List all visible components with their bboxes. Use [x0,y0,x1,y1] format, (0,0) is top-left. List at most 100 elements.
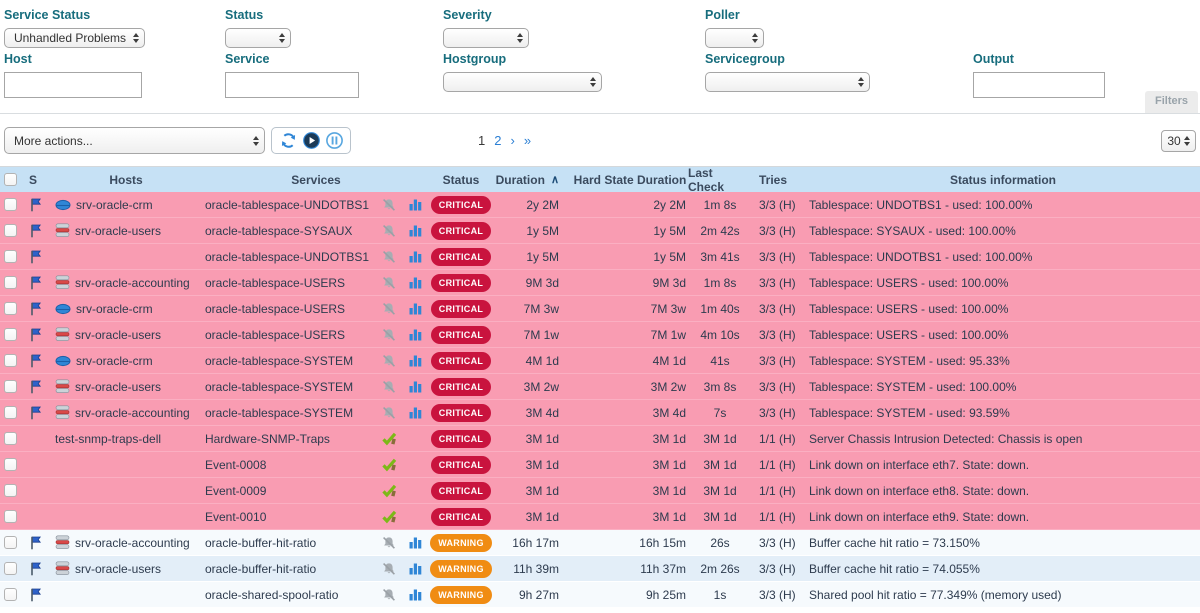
severity-select[interactable] [443,28,529,48]
bar-chart-icon[interactable] [409,250,422,263]
row-checkbox[interactable] [4,432,17,445]
host-name[interactable]: srv-oracle-accounting [75,405,190,420]
row-checkbox[interactable] [4,484,17,497]
header-last-check[interactable]: Last Check [688,165,725,194]
host-name[interactable]: srv-oracle-users [75,223,162,238]
service-name[interactable]: oracle-tablespace-USERS [205,301,346,316]
hard-state-duration-cell: 1y 5M [653,249,686,264]
row-checkbox[interactable] [4,302,17,315]
bell-muted-icon[interactable] [382,354,396,368]
header-services[interactable]: Services [291,172,341,187]
more-actions-select[interactable]: More actions... [4,127,265,154]
host-input[interactable] [4,72,142,98]
row-checkbox[interactable] [4,328,17,341]
page-last-link[interactable]: » [523,133,532,148]
service-name[interactable]: Event-0009 [205,483,267,498]
row-checkbox[interactable] [4,198,17,211]
service-name[interactable]: oracle-tablespace-USERS [205,327,346,342]
header-s[interactable]: S [29,172,38,187]
host-name[interactable]: srv-oracle-crm [76,197,153,212]
page-2-link[interactable]: 2 [494,133,502,148]
refresh-button[interactable] [278,131,298,151]
row-checkbox[interactable] [4,458,17,471]
page-size-select[interactable]: 30 [1161,130,1196,152]
page-next-link[interactable]: › [510,133,515,148]
status-information-cell: Tablespace: USERS - used: 100.00% [809,275,1009,290]
service-name[interactable]: oracle-shared-spool-ratio [205,587,339,602]
service-name[interactable]: Event-0010 [205,509,267,524]
service-name[interactable]: oracle-tablespace-USERS [205,275,346,290]
bar-chart-icon[interactable] [409,562,422,575]
row-checkbox[interactable] [4,380,17,393]
bar-chart-icon[interactable] [409,406,422,419]
host-name[interactable]: srv-oracle-users [75,379,162,394]
bell-muted-icon[interactable] [382,198,396,212]
bell-muted-icon[interactable] [382,562,396,576]
host-name[interactable]: srv-oracle-accounting [75,275,190,290]
header-hard-state-duration[interactable]: Hard State Duration [573,172,687,187]
servicegroup-select[interactable] [705,72,870,92]
bar-chart-icon[interactable] [409,380,422,393]
bell-muted-icon[interactable] [382,380,396,394]
host-name[interactable]: srv-oracle-accounting [75,535,190,550]
row-checkbox[interactable] [4,276,17,289]
bar-chart-icon[interactable] [409,328,422,341]
select-all-checkbox[interactable] [4,173,17,186]
bar-chart-icon[interactable] [409,588,422,601]
service-name[interactable]: oracle-tablespace-UNDOTBS1 [205,249,370,264]
service-name[interactable]: oracle-tablespace-SYSAUX [205,223,353,238]
host-name[interactable]: srv-oracle-crm [76,353,153,368]
header-hosts[interactable]: Hosts [109,172,143,187]
host-name[interactable]: srv-oracle-users [75,327,162,342]
row-checkbox[interactable] [4,536,17,549]
row-checkbox[interactable] [4,354,17,367]
bar-chart-icon[interactable] [409,224,422,237]
bar-chart-icon[interactable] [409,276,422,289]
row-checkbox[interactable] [4,406,17,419]
host-name[interactable]: srv-oracle-users [75,561,162,576]
service-name[interactable]: oracle-tablespace-SYSTEM [205,405,354,420]
output-input[interactable] [973,72,1105,98]
filter-label-service-status: Service Status [4,8,91,22]
bell-muted-icon[interactable] [382,536,396,550]
filters-button[interactable]: Filters [1144,91,1198,113]
bell-muted-icon[interactable] [382,302,396,316]
pause-icon [325,132,343,149]
service-name[interactable]: oracle-tablespace-UNDOTBS1 [205,197,370,212]
service-name[interactable]: Hardware-SNMP-Traps [205,431,330,446]
header-tries[interactable]: Tries [759,172,788,187]
service-name[interactable]: oracle-buffer-hit-ratio [205,561,317,576]
poller-select[interactable] [705,28,764,48]
row-checkbox[interactable] [4,562,17,575]
bell-muted-icon[interactable] [382,250,396,264]
bar-chart-icon[interactable] [409,536,422,549]
status-select[interactable] [225,28,291,48]
header-status-information[interactable]: Status information [949,172,1056,187]
row-checkbox[interactable] [4,250,17,263]
service-name[interactable]: oracle-tablespace-SYSTEM [205,353,354,368]
service-name[interactable]: oracle-tablespace-SYSTEM [205,379,354,394]
header-status[interactable]: Status [442,172,480,187]
play-button[interactable] [301,131,321,151]
service-name[interactable]: Event-0008 [205,457,267,472]
pause-button[interactable] [324,131,344,151]
host-name[interactable]: srv-oracle-crm [76,301,153,316]
bar-chart-icon[interactable] [409,354,422,367]
bell-muted-icon[interactable] [382,588,396,602]
row-checkbox[interactable] [4,588,17,601]
bell-muted-icon[interactable] [382,328,396,342]
hostgroup-select[interactable] [443,72,602,92]
service-status-select[interactable]: Unhandled Problems [4,28,145,48]
bell-muted-icon[interactable] [382,276,396,290]
bar-chart-icon[interactable] [409,198,422,211]
row-checkbox[interactable] [4,224,17,237]
bell-muted-icon[interactable] [382,224,396,238]
header-duration[interactable]: Duration ∧ [495,172,559,187]
bell-muted-icon[interactable] [382,406,396,420]
host-name[interactable]: test-snmp-traps-dell [55,431,162,446]
row-checkbox[interactable] [4,510,17,523]
bar-chart-icon[interactable] [409,302,422,315]
service-name[interactable]: oracle-buffer-hit-ratio [205,535,317,550]
filter-label-hostgroup: Hostgroup [443,52,507,66]
service-input[interactable] [225,72,359,98]
